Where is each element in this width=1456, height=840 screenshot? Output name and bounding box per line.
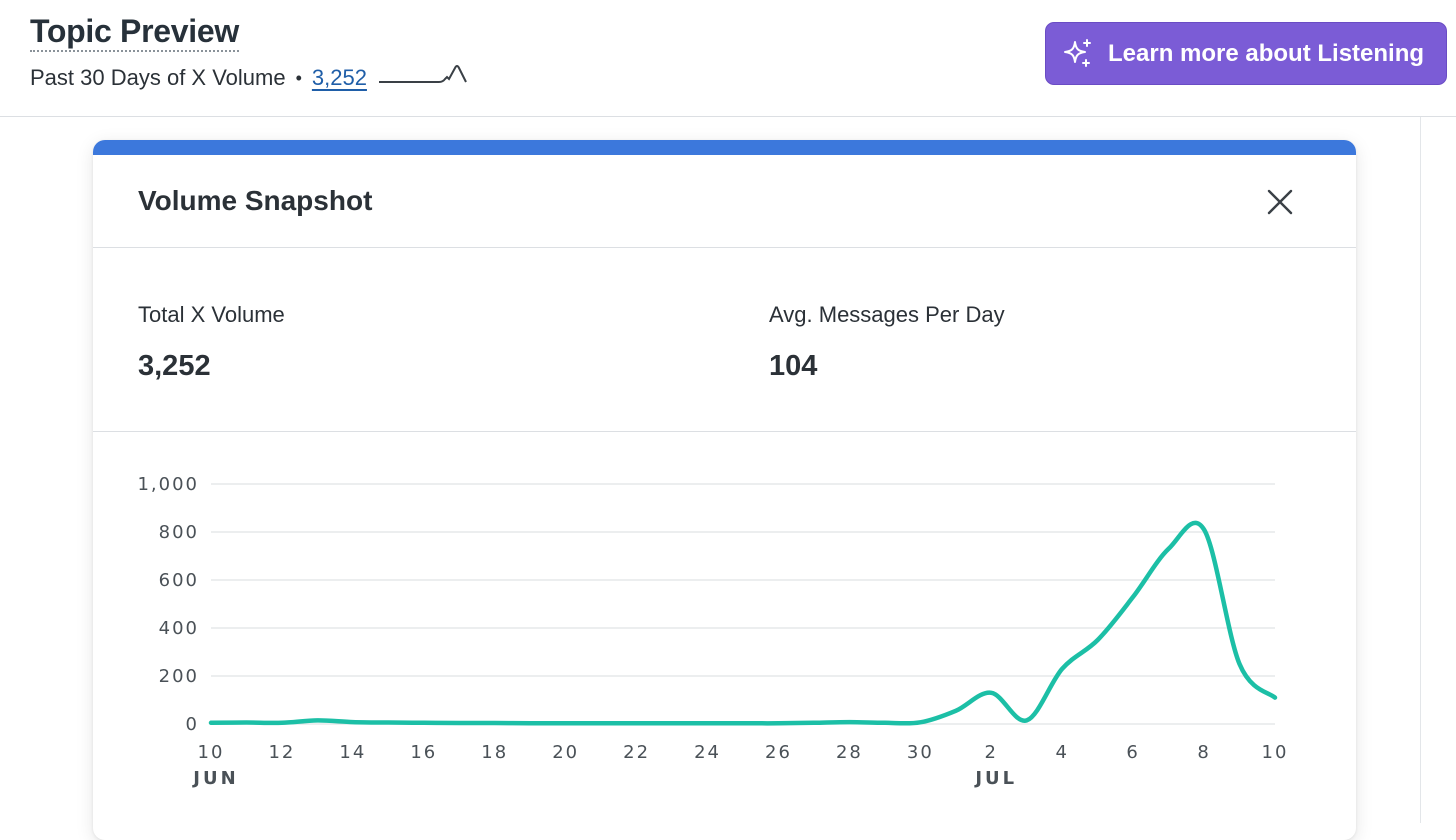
volume-sparkline [378, 65, 467, 83]
x-tick-label: 30 [907, 742, 934, 763]
x-tick-label: 18 [481, 742, 508, 763]
series-line [208, 520, 1278, 726]
month-label: JUN [191, 768, 238, 789]
x-tick-label: 16 [410, 742, 437, 763]
x-tick-label: 24 [694, 742, 721, 763]
y-tick-label: 800 [159, 522, 199, 543]
volume-snapshot-card: Volume Snapshot Total X Volume 3,252 Avg… [93, 140, 1356, 840]
x-tick-label: 2 [985, 742, 998, 763]
y-tick-label: 200 [159, 666, 199, 687]
x-tick-label: 26 [765, 742, 792, 763]
x-tick-label: 20 [552, 742, 579, 763]
separator-dot: • [295, 68, 302, 88]
x-tick-label: 22 [623, 742, 650, 763]
x-tick-label: 10 [1262, 742, 1289, 763]
total-volume-value: 3,252 [138, 350, 211, 382]
x-tick-label: 14 [339, 742, 366, 763]
learn-more-label: Learn more about Listening [1108, 39, 1425, 67]
y-tick-label: 1,000 [137, 474, 199, 495]
total-volume-label: Total X Volume [138, 302, 285, 327]
stats-section: Total X Volume 3,252 Avg. Messages Per D… [93, 248, 1356, 432]
x-tick-label: 10 [198, 742, 225, 763]
avg-messages-label: Avg. Messages Per Day [769, 302, 1005, 327]
card-title: Volume Snapshot [138, 185, 373, 216]
volume-summary: Past 30 Days of X Volume • 3,252 [30, 63, 469, 93]
right-divider [1420, 117, 1421, 823]
top-bar: Topic Preview Past 30 Days of X Volume •… [0, 0, 1456, 117]
subtitle-text: Past 30 Days of X Volume [30, 65, 286, 90]
avg-messages-stat: Avg. Messages Per Day 104 [769, 300, 1005, 383]
card-header: Volume Snapshot [93, 155, 1356, 248]
x-tick-label: 8 [1197, 742, 1210, 763]
y-tick-label: 400 [159, 618, 199, 639]
learn-more-button[interactable]: Learn more about Listening [1045, 22, 1447, 85]
x-tick-label: 4 [1055, 742, 1068, 763]
month-label: JUL [973, 768, 1017, 789]
close-icon[interactable] [1263, 185, 1297, 219]
x-tick-label: 12 [268, 742, 295, 763]
x-tick-label: 6 [1126, 742, 1139, 763]
card-accent-bar [93, 140, 1356, 155]
page-title[interactable]: Topic Preview [30, 12, 239, 52]
total-volume-stat: Total X Volume 3,252 [138, 300, 285, 383]
volume-chart: 0 200 400 600 800 1,000 10 12 14 16 18 20 22 24 26 28 30… [93, 432, 1356, 840]
y-tick-label: 0 [186, 714, 199, 735]
sparkle-icon [1064, 38, 1091, 67]
x-tick-label: 28 [836, 742, 863, 763]
avg-messages-value: 104 [769, 350, 818, 382]
y-tick-label: 600 [159, 570, 199, 591]
volume-link[interactable]: 3,252 [311, 65, 367, 90]
